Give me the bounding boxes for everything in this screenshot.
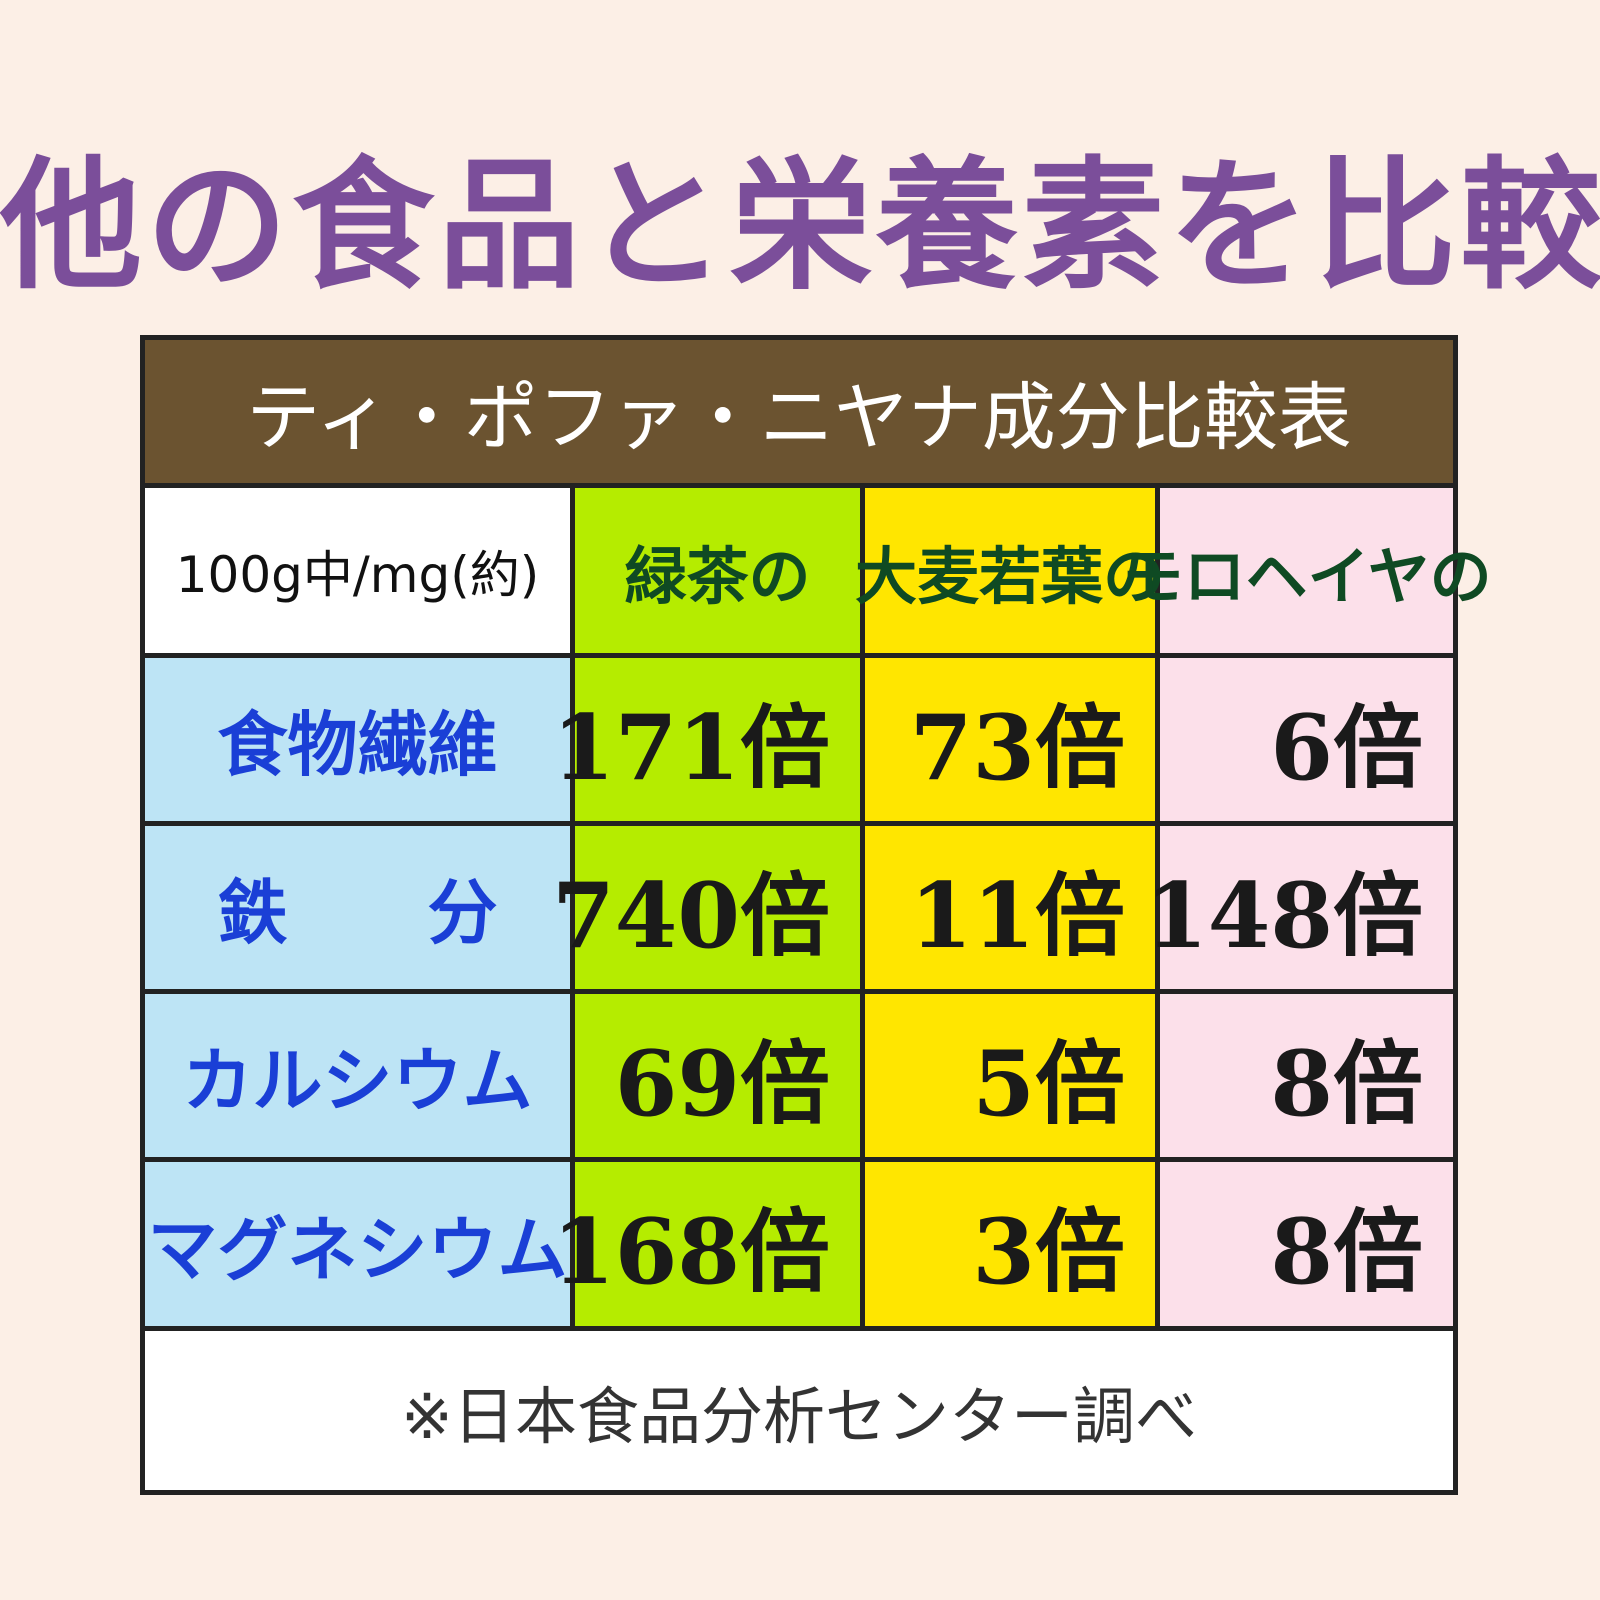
column-header: 大麦若葉の (855, 488, 1165, 653)
row-label: マグネシウム (145, 1162, 570, 1326)
value-cell: 11倍 (865, 826, 1155, 989)
value-cell: 8倍 (1160, 1162, 1453, 1326)
row-label: 鉄 分 (145, 826, 570, 989)
value-cell: 69倍 (575, 994, 860, 1157)
value-cell: 3倍 (865, 1162, 1155, 1326)
value-cell: 73倍 (865, 658, 1155, 821)
value-cell: 171倍 (552, 658, 860, 821)
value-cell: 8倍 (1160, 994, 1453, 1157)
value-cell: 168倍 (552, 1162, 860, 1326)
row-label: 食物繊維 (145, 658, 570, 821)
column-header: モロヘイヤの (1121, 488, 1492, 653)
value-cell: 5倍 (865, 994, 1155, 1157)
unit-header: 100g中/mg(約) (145, 488, 570, 653)
value-cell: 6倍 (1160, 658, 1453, 821)
row-label: カルシウム (145, 994, 570, 1157)
value-cell: 740倍 (552, 826, 860, 989)
comparison-table: ティ・ポファ・ニヤナ成分比較表 ※日本食品分析センター調べ 100g中/mg(約… (140, 335, 1492, 1495)
footnote: ※日本食品分析センター調べ (145, 1331, 1453, 1490)
column-header: 緑茶の (575, 488, 860, 653)
table-caption: ティ・ポファ・ニヤナ成分比較表 (145, 340, 1453, 483)
value-cell: 148倍 (1145, 826, 1453, 989)
title: 他の食品と栄養素を比較 (0, 143, 1600, 309)
